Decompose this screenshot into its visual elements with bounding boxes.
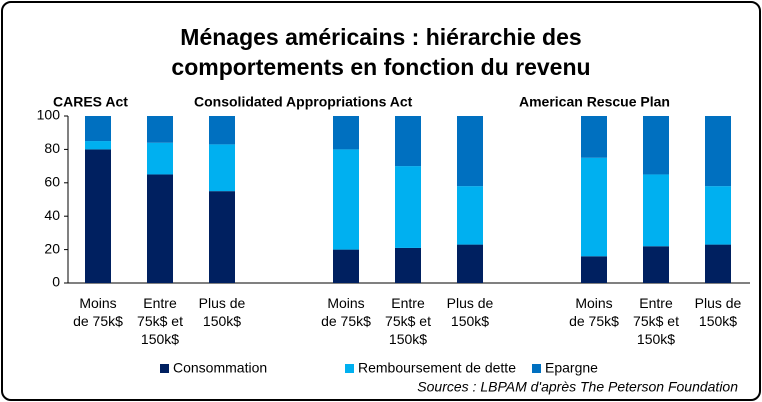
legend-label: Epargne xyxy=(545,360,598,376)
bar-segment xyxy=(147,116,173,143)
bar-segment xyxy=(209,116,235,145)
bar-segment xyxy=(457,116,483,187)
bar-segment xyxy=(147,142,173,175)
bar-segment xyxy=(643,174,669,247)
legend-swatch xyxy=(345,364,354,373)
bar-segment xyxy=(395,166,421,248)
bar-segment xyxy=(395,247,421,283)
x-tick-label: Moins de 75k$ xyxy=(569,295,619,329)
bar-segment xyxy=(705,244,731,283)
source: Sources : LBPAM d'après The Peterson Fou… xyxy=(417,379,738,395)
bar-segment xyxy=(85,116,111,142)
bar-segment xyxy=(147,174,173,283)
x-tick-label: Entre 75k$ et 150k$ xyxy=(633,295,679,347)
y-tick-label: 100 xyxy=(37,107,61,123)
legend-swatch xyxy=(160,364,169,373)
y-tick-label: 0 xyxy=(52,274,60,290)
bar-segment xyxy=(85,149,111,283)
bar-segment xyxy=(395,116,421,167)
x-tick-label: Moins de 75k$ xyxy=(73,295,123,329)
group-label: CARES Act xyxy=(53,94,128,110)
group-label: American Rescue Plan xyxy=(519,94,670,110)
legend-label: Remboursement de dette xyxy=(358,360,516,376)
bar-segment xyxy=(209,191,235,283)
x-tick-label: Entre 75k$ et 150k$ xyxy=(385,295,431,347)
bar-segment xyxy=(581,256,607,283)
y-tick-label: 40 xyxy=(44,207,60,223)
bar-segment xyxy=(85,141,111,150)
bar-segment xyxy=(333,249,359,283)
bar-segment xyxy=(457,186,483,245)
x-tick-label: Plus de 150k$ xyxy=(694,295,742,329)
bar-segment xyxy=(581,116,607,158)
bar-segment xyxy=(457,244,483,283)
x-tick-label: Plus de 150k$ xyxy=(198,295,246,329)
bar-segment xyxy=(209,144,235,192)
bar-segment xyxy=(705,116,731,187)
legend-swatch xyxy=(532,364,541,373)
bar-segment xyxy=(333,116,359,150)
bar-segment xyxy=(705,186,731,245)
y-tick-label: 60 xyxy=(44,174,60,190)
y-tick-label: 80 xyxy=(44,140,60,156)
bar-segment xyxy=(333,149,359,250)
group-label: Consolidated Appropriations Act xyxy=(194,94,413,110)
legend-label: Consommation xyxy=(173,360,267,376)
y-tick-label: 20 xyxy=(44,240,60,256)
x-tick-label: Plus de 150k$ xyxy=(446,295,494,329)
x-tick-label: Entre 75k$ et 150k$ xyxy=(137,295,183,347)
bar-segment xyxy=(643,246,669,283)
x-tick-label: Moins de 75k$ xyxy=(321,295,371,329)
bar-segment xyxy=(643,116,669,175)
chart-title: Ménages américains : hiérarchie des comp… xyxy=(171,24,591,80)
bar-segment xyxy=(581,157,607,257)
